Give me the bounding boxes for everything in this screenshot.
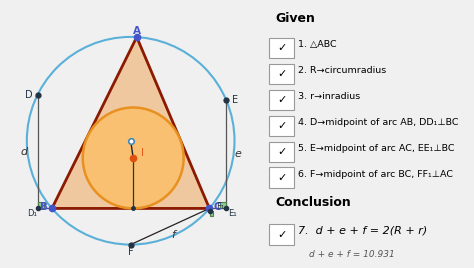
- FancyBboxPatch shape: [269, 142, 294, 162]
- FancyBboxPatch shape: [269, 90, 294, 110]
- Text: ✓: ✓: [277, 173, 286, 183]
- Polygon shape: [220, 202, 226, 209]
- Text: F₁: F₁: [216, 202, 224, 211]
- Text: 1. △ABC: 1. △ABC: [298, 40, 337, 49]
- Text: f: f: [172, 230, 175, 240]
- Text: F: F: [128, 247, 134, 257]
- Text: d: d: [21, 147, 28, 157]
- Text: Given: Given: [276, 12, 316, 25]
- FancyBboxPatch shape: [269, 38, 294, 58]
- Text: ✓: ✓: [277, 121, 286, 131]
- Text: R: R: [114, 139, 122, 149]
- Text: 6. F→midpoint of arc BC, FF₁⊥AC: 6. F→midpoint of arc BC, FF₁⊥AC: [298, 170, 453, 179]
- FancyBboxPatch shape: [269, 224, 294, 245]
- Text: e: e: [235, 149, 242, 159]
- Text: ✓: ✓: [277, 69, 286, 79]
- Text: r: r: [138, 178, 143, 188]
- Text: 2. R→circumradius: 2. R→circumradius: [298, 66, 386, 75]
- FancyBboxPatch shape: [269, 64, 294, 84]
- FancyBboxPatch shape: [269, 168, 294, 188]
- Text: C: C: [213, 202, 221, 212]
- Text: Conclusion: Conclusion: [276, 196, 352, 209]
- Text: I: I: [141, 148, 144, 158]
- Circle shape: [83, 107, 183, 209]
- Polygon shape: [210, 211, 213, 217]
- Text: E₁: E₁: [228, 209, 237, 218]
- Polygon shape: [52, 37, 210, 209]
- Text: ✓: ✓: [277, 230, 286, 240]
- Text: B: B: [40, 202, 48, 212]
- FancyBboxPatch shape: [269, 116, 294, 136]
- Text: d + e + f = 10.931: d + e + f = 10.931: [310, 250, 395, 259]
- Text: ✓: ✓: [277, 43, 286, 53]
- Text: D: D: [25, 90, 33, 100]
- Text: 5. E→midpoint of arc AC, EE₁⊥BC: 5. E→midpoint of arc AC, EE₁⊥BC: [298, 144, 455, 153]
- Text: A: A: [133, 26, 141, 36]
- Text: 4. D→midpoint of arc AB, DD₁⊥BC: 4. D→midpoint of arc AB, DD₁⊥BC: [298, 118, 458, 127]
- Text: 3. r→inradius: 3. r→inradius: [298, 92, 360, 101]
- Text: 7.  d + e + f = 2(R + r): 7. d + e + f = 2(R + r): [298, 226, 427, 236]
- Polygon shape: [37, 202, 44, 209]
- Text: ✓: ✓: [277, 147, 286, 157]
- Text: ✓: ✓: [277, 95, 286, 105]
- Text: D₁: D₁: [27, 209, 37, 218]
- Text: E: E: [232, 95, 238, 105]
